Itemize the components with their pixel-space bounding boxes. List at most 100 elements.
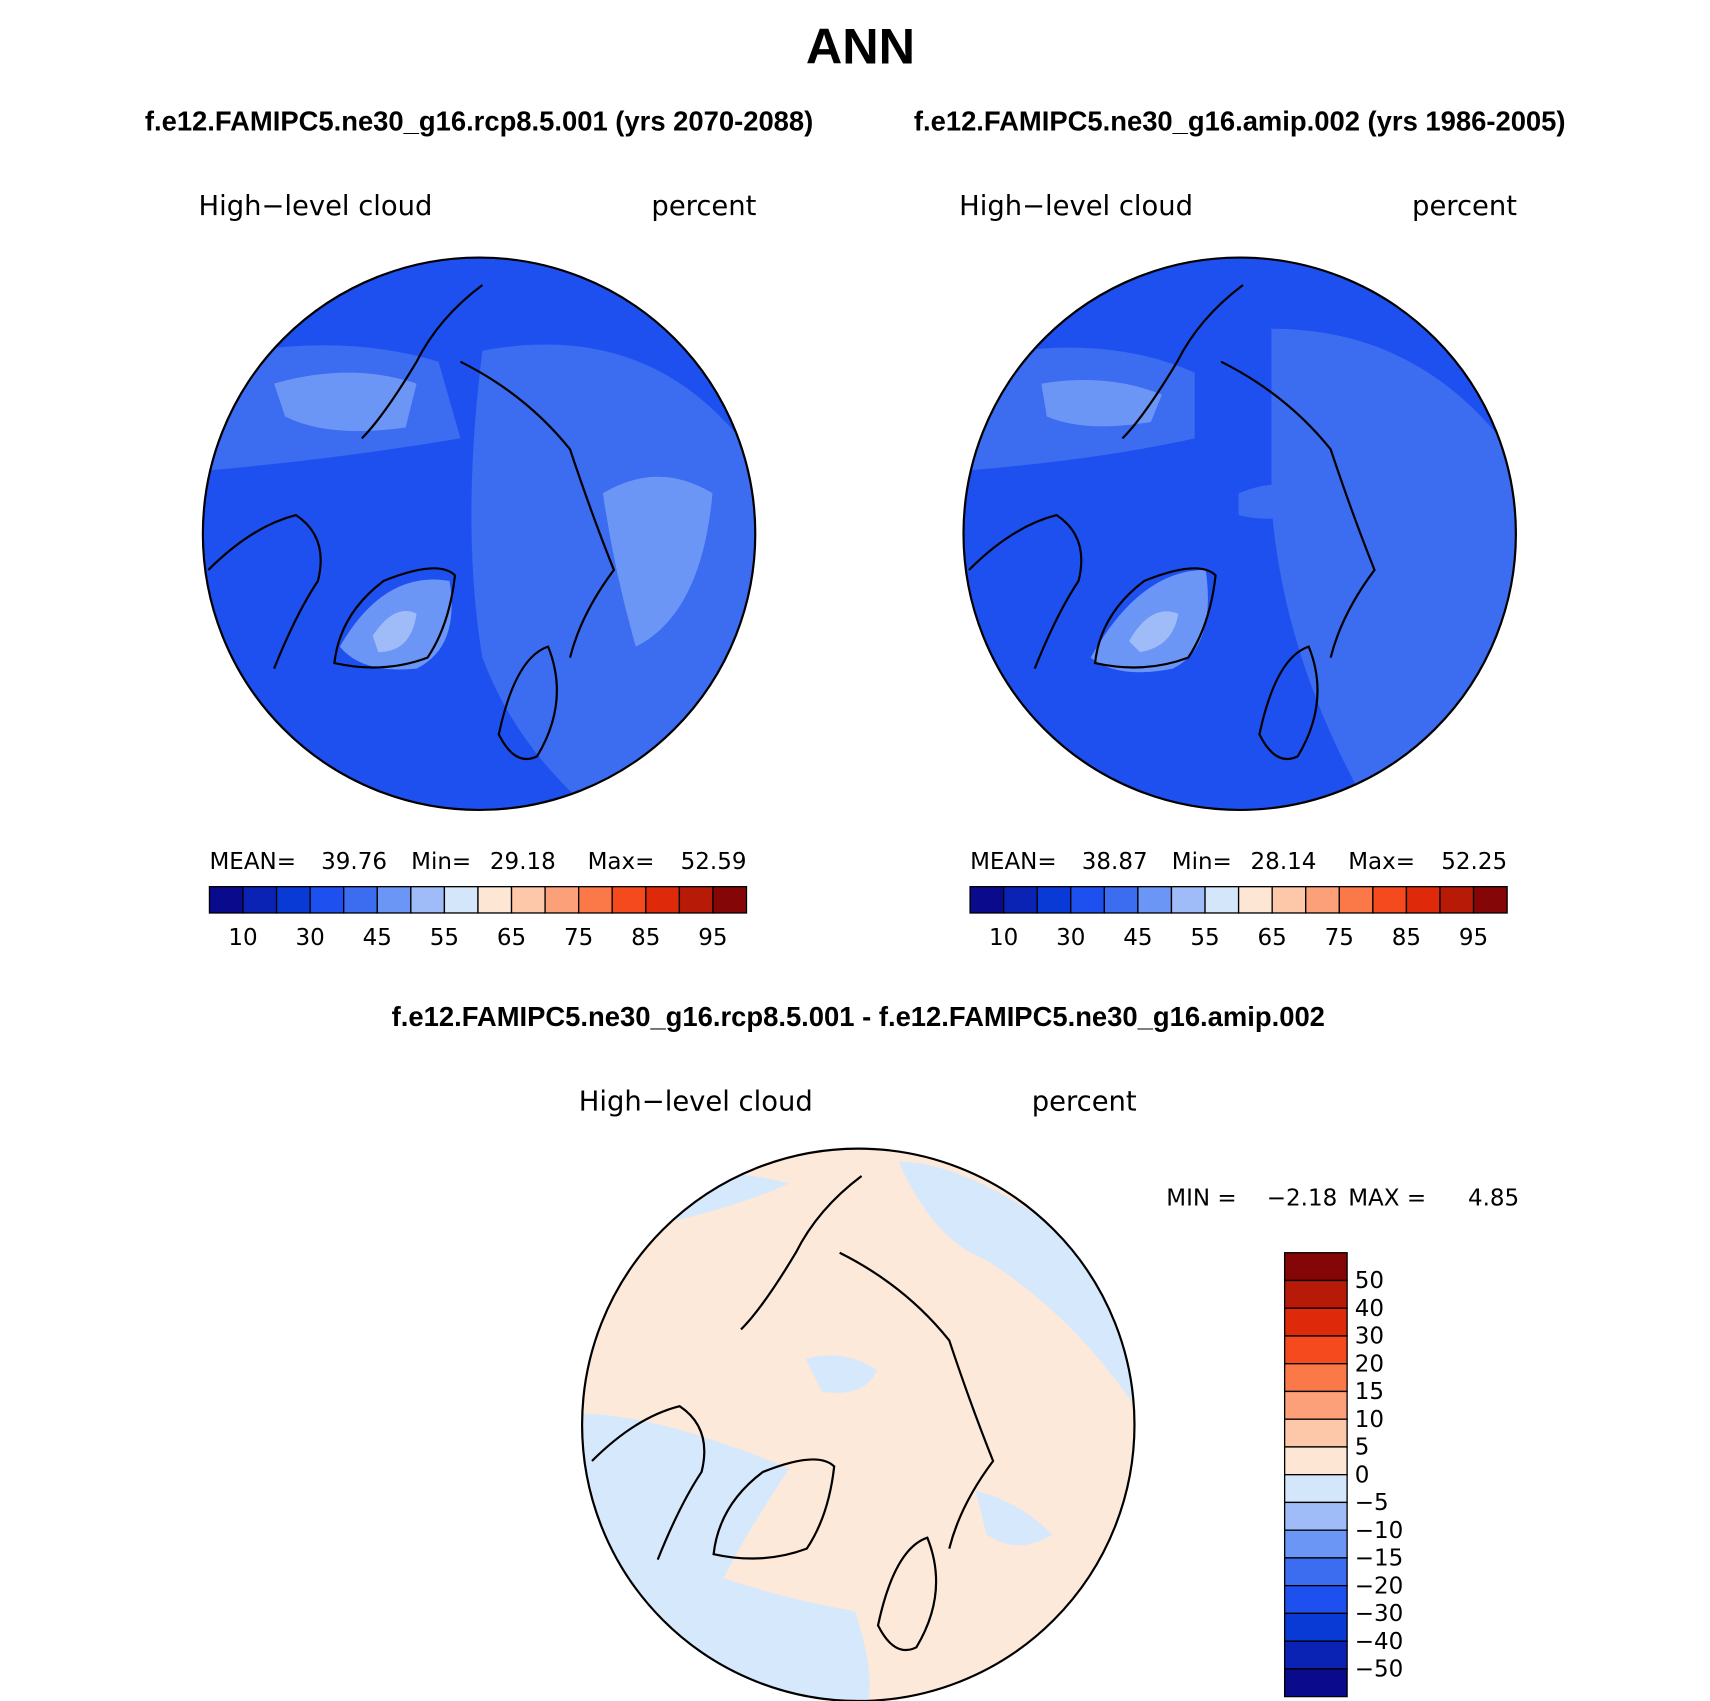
difference-stats: MIN = −2.18 MAX = 4.85	[1166, 1186, 1519, 1212]
field-region	[805, 1355, 877, 1393]
stat-label: MEAN=	[209, 849, 296, 875]
colorbar-label: −20	[1355, 1573, 1404, 1599]
colorbar-box	[275, 886, 311, 914]
field-region	[1129, 611, 1179, 653]
colorbar-box	[309, 886, 345, 914]
colorbar-label: −5	[1355, 1490, 1389, 1516]
colorbar-box	[1283, 1529, 1348, 1559]
stat-label: Max=	[588, 849, 655, 875]
difference-title: f.e12.FAMIPC5.ne30_g16.rcp8.5.001 - f.e1…	[392, 1001, 1325, 1032]
colorbar-box	[645, 886, 681, 914]
colorbar-label: 5	[1355, 1435, 1370, 1461]
coastlines	[207, 284, 616, 761]
colorbar-box	[1103, 886, 1139, 914]
units-label: percent	[1412, 191, 1517, 222]
case-title: f.e12.FAMIPC5.ne30_g16.amip.002 (yrs 198…	[914, 105, 1566, 136]
colorbar-box	[208, 886, 244, 914]
coastline	[361, 284, 484, 440]
map-border	[581, 1147, 1136, 1701]
colorbar-box	[1271, 886, 1307, 914]
coastlines	[591, 1175, 995, 1652]
colorbar-box	[611, 886, 647, 914]
field-region	[372, 611, 417, 653]
field-region	[471, 344, 756, 810]
colorbar-label: 45	[1123, 925, 1152, 951]
field-region	[898, 1161, 1135, 1414]
colorbar-box	[1283, 1640, 1348, 1670]
colorbar-box	[376, 886, 412, 914]
colorbar-label: 75	[1325, 925, 1354, 951]
coastline	[968, 513, 1083, 669]
stat-value: −2.18	[1267, 1186, 1337, 1212]
colorbar-box	[1283, 1418, 1348, 1448]
colorbar-box	[1170, 886, 1206, 914]
stat-label: MIN =	[1166, 1186, 1236, 1212]
colorbar-label: 30	[1355, 1324, 1384, 1350]
field-region	[1041, 379, 1162, 427]
colorbar-label: −50	[1355, 1657, 1404, 1683]
colorbar-box	[1283, 1390, 1348, 1420]
figure-title: ANN	[806, 18, 915, 75]
coastline	[712, 1458, 836, 1560]
colorbar-box	[678, 886, 714, 914]
stat-label: MEAN=	[970, 849, 1057, 875]
colorbar-box	[969, 886, 1005, 914]
map-field	[582, 1148, 1135, 1701]
stat-value: 29.18	[490, 849, 556, 875]
coastline	[497, 645, 558, 761]
stat-label: Max=	[1348, 849, 1415, 875]
stat-value: 4.85	[1468, 1186, 1519, 1212]
coastline	[876, 1536, 938, 1652]
colorbar-label: 20	[1355, 1351, 1384, 1377]
stat-value: 52.25	[1441, 849, 1507, 875]
colorbar-box	[1283, 1252, 1348, 1282]
colorbar-label: −10	[1355, 1518, 1404, 1544]
map-border	[201, 256, 757, 812]
units-label: percent	[651, 191, 756, 222]
coastline	[1258, 645, 1319, 761]
units-label: percent	[1032, 1086, 1137, 1117]
map	[582, 1148, 1135, 1701]
stat-value: 28.14	[1251, 849, 1317, 875]
colorbar-label: 30	[1056, 925, 1085, 951]
colorbar-box	[1305, 886, 1340, 914]
colorbar-box	[443, 886, 479, 914]
colorbar-box	[242, 886, 278, 914]
field-region	[975, 1490, 1053, 1546]
map-border	[962, 256, 1517, 812]
stat-value: 39.76	[321, 849, 387, 875]
colorbar-box	[1283, 1474, 1348, 1504]
stat-value: 38.87	[1082, 849, 1148, 875]
coastline	[333, 567, 457, 669]
colorbar-box	[1237, 886, 1273, 914]
map	[202, 257, 756, 810]
colorbar-label: −15	[1355, 1546, 1404, 1572]
colorbar-box	[1283, 1335, 1348, 1365]
colorbar-box	[1283, 1279, 1348, 1309]
colorbar-box	[510, 886, 546, 914]
colorbar-label: 10	[989, 925, 1018, 951]
colorbar-box	[1372, 886, 1408, 914]
colorbar-box	[1405, 886, 1441, 914]
map	[963, 257, 1516, 810]
field-region	[1271, 328, 1516, 810]
colorbar-box	[712, 886, 748, 914]
colorbar-label: 55	[1190, 925, 1219, 951]
colorbar-label: 55	[430, 925, 459, 951]
stat-label: Min=	[411, 849, 471, 875]
colorbar-box	[343, 886, 378, 914]
stat-label: MAX =	[1348, 1186, 1426, 1212]
colorbar-label: 65	[1258, 925, 1287, 951]
colorbar-label: −40	[1355, 1629, 1404, 1655]
colorbar-box	[1472, 886, 1508, 914]
colorbar-label: 30	[296, 925, 325, 951]
stat-label: Min=	[1172, 849, 1232, 875]
colorbar-box	[1070, 886, 1105, 914]
colorbar-box	[1283, 1557, 1348, 1587]
colorbar-box	[1439, 886, 1475, 914]
stat-value: 52.59	[681, 849, 747, 875]
colorbar-box	[1283, 1584, 1348, 1615]
coastline	[1220, 360, 1376, 658]
colorbar-label: 10	[1355, 1407, 1384, 1433]
